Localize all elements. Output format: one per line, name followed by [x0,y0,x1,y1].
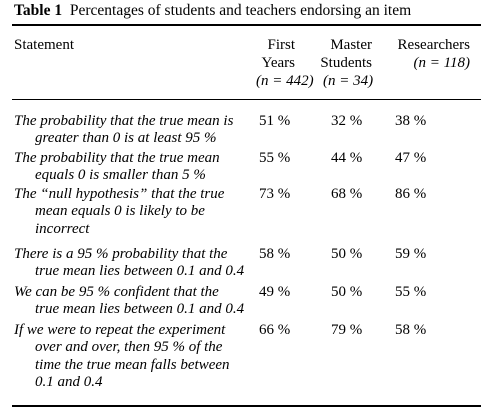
statement-line: We can be 95 % confident that the [14,284,219,300]
header-first-years-line1: First [267,37,295,53]
header-researchers: Researchers (n = 118) [380,36,470,72]
header-statement-label: Statement [14,37,74,53]
first-years-cell: 73 % [259,186,291,202]
statement-line: over and over, then 95 % of the [35,339,223,356]
master-students-cell: 68 % [331,186,363,202]
master-students-cell: 44 % [331,150,363,166]
researchers-cell: 38 % [395,113,427,129]
first-years-cell: 66 % [259,322,291,338]
header-master-students: Master Students [312,36,372,72]
header-master-line2: Students [320,55,372,71]
statement-line: The probability that the true mean [14,150,220,166]
master-students-cell: 50 % [331,246,363,262]
statement-line: mean equals 0 is likely to be [35,203,205,220]
header-first-years-n-text: (n = 442) [256,73,314,89]
statement-line: greater than 0 is at least 95 % [35,130,217,147]
statement-cell: The probability that the true mean is gre… [14,113,254,148]
header-master-line1: Master [330,37,372,53]
statement-cell: There is a 95 % probability that the true… [14,246,254,281]
statement-cell: The probability that the true mean equals… [14,150,254,185]
researchers-cell: 58 % [395,322,427,338]
statement-line: true mean lies between 0.1 and 0.4 [35,301,245,318]
header-first-years: First Years [245,36,295,72]
master-students-cell: 79 % [331,322,363,338]
researchers-cell: 55 % [395,284,427,300]
researchers-cell: 59 % [395,246,427,262]
statement-line: equals 0 is smaller than 5 % [35,167,206,184]
master-students-cell: 50 % [331,284,363,300]
statement-line: The probability that the true mean is [14,113,234,129]
first-years-cell: 51 % [259,113,291,129]
master-students-cell: 32 % [331,113,363,129]
table-caption: Table 1 Percentages of students and teac… [14,2,411,20]
header-first-years-n: (n = 442) [256,72,314,90]
statement-line: There is a 95 % probability that the [14,246,228,262]
statement-line: 0.1 and 0.4 [35,373,103,390]
first-years-cell: 55 % [259,150,291,166]
header-researchers-line1: Researchers [397,37,470,53]
statement-line: time the true mean falls between [35,356,230,373]
top-rule [12,24,481,26]
bottom-rule [12,405,481,407]
researchers-cell: 47 % [395,150,427,166]
header-master-n-text: (n = 34) [323,73,374,89]
header-statement: Statement [14,36,74,54]
statement-line: The “null hypothesis” that the true [14,186,225,202]
table-label: Table 1 [14,2,63,19]
header-researchers-n: (n = 118) [413,55,471,71]
statement-cell: We can be 95 % confident that the true me… [14,284,254,319]
header-first-years-line2: Years [261,55,295,71]
statement-line: true mean lies between 0.1 and 0.4 [35,263,245,280]
statement-line: incorrect [35,220,90,237]
header-master-n: (n = 34) [323,72,373,90]
statement-cell: If we were to repeat the experiment over … [14,322,254,391]
first-years-cell: 49 % [259,284,291,300]
researchers-cell: 86 % [395,186,427,202]
header-rule [12,99,481,100]
statement-line: If we were to repeat the experiment [14,322,226,338]
statement-cell: The “null hypothesis” that the true mean … [14,186,254,238]
first-years-cell: 58 % [259,246,291,262]
table-title: Percentages of students and teachers end… [69,2,412,19]
